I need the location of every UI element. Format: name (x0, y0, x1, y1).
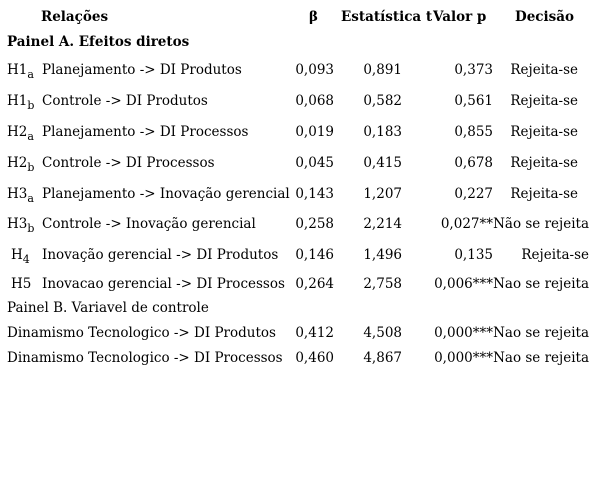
decision: Rejeita-se (510, 93, 578, 109)
p-value: 0,855 (454, 124, 493, 140)
hypothesis-code: H5 (11, 276, 32, 292)
beta-value: 0,412 (295, 325, 334, 341)
header-relacoes: Relações (41, 9, 109, 25)
t-value: 0,415 (363, 155, 402, 171)
header-valor-p: Valor p (433, 9, 487, 25)
p-value: 0,000*** (434, 350, 493, 366)
t-value: 0,582 (363, 93, 402, 109)
beta-value: 0,019 (295, 124, 334, 140)
beta-value: 0,093 (295, 62, 334, 78)
p-value: 0,227 (454, 186, 493, 202)
relation: Dinamismo Tecnologico -> DI Produtos (7, 325, 276, 341)
t-value: 1,496 (363, 247, 402, 263)
hypothesis-code: H3b (7, 216, 35, 235)
hypothesis-code: H3a (7, 186, 34, 205)
decision: Não se rejeita (493, 216, 589, 232)
p-value: 0,373 (454, 62, 493, 78)
table-row: H3a Planejamento -> Inovação gerencial 0… (0, 186, 598, 206)
decision: Rejeita-se (510, 62, 578, 78)
beta-value: 0,460 (295, 350, 334, 366)
beta-value: 0,146 (295, 247, 334, 263)
t-value: 0,183 (363, 124, 402, 140)
header-beta: β (309, 9, 318, 25)
decision: Rejeita-se (510, 186, 578, 202)
decision: Nao se rejeita (493, 276, 589, 292)
hypothesis-code: H1a (7, 62, 34, 81)
relation: Controle -> DI Processos (42, 155, 215, 171)
table-row: Dinamismo Tecnologico -> DI Processos 0,… (0, 350, 598, 370)
relation: Inovação gerencial -> DI Produtos (42, 247, 279, 263)
decision: Rejeita-se (510, 155, 578, 171)
t-value: 0,891 (363, 62, 402, 78)
p-value: 0,561 (454, 93, 493, 109)
table-row: H1a Planejamento -> DI Produtos 0,093 0,… (0, 62, 598, 82)
hypothesis-code: H2b (7, 155, 35, 174)
hypothesis-code: H1b (7, 93, 35, 112)
relation: Planejamento -> Inovação gerencial (42, 186, 290, 202)
hypothesis-code: H4 (11, 247, 30, 266)
relation: Controle -> Inovação gerencial (42, 216, 256, 232)
table-row: H2b Controle -> DI Processos 0,045 0,415… (0, 155, 598, 175)
header-estatistica-t: Estatística t (341, 9, 433, 25)
beta-value: 0,068 (295, 93, 334, 109)
panel-a-title: Painel A. Efeitos diretos (7, 34, 190, 50)
t-value: 2,758 (363, 276, 402, 292)
relation: Controle -> DI Produtos (42, 93, 208, 109)
table-row: H5 Inovacao gerencial -> DI Processos 0,… (0, 276, 598, 296)
decision: Rejeita-se (521, 247, 589, 263)
relation: Inovacao gerencial -> DI Processos (42, 276, 285, 292)
relation: Planejamento -> DI Produtos (42, 62, 242, 78)
hypothesis-code: H2a (7, 124, 34, 143)
decision: Rejeita-se (510, 124, 578, 140)
p-value: 0,135 (454, 247, 493, 263)
p-value: 0,678 (454, 155, 493, 171)
beta-value: 0,045 (295, 155, 334, 171)
decision: Nao se rejeita (493, 325, 589, 341)
decision: Nao se rejeita (493, 350, 589, 366)
relation: Planejamento -> DI Processos (42, 124, 249, 140)
header-decisao: Decisão (515, 9, 574, 25)
p-value: 0,006*** (434, 276, 493, 292)
p-value: 0,000*** (434, 325, 493, 341)
table-row: H2a Planejamento -> DI Processos 0,019 0… (0, 124, 598, 144)
t-value: 4,508 (363, 325, 402, 341)
table-row: Dinamismo Tecnologico -> DI Produtos 0,4… (0, 325, 598, 345)
beta-value: 0,258 (295, 216, 334, 232)
t-value: 4,867 (363, 350, 402, 366)
panel-b-title: Painel B. Variavel de controle (7, 300, 209, 316)
table-row: H1b Controle -> DI Produtos 0,068 0,582 … (0, 93, 598, 113)
beta-value: 0,264 (295, 276, 334, 292)
table-row: H4 Inovação gerencial -> DI Produtos 0,1… (0, 247, 598, 267)
t-value: 1,207 (363, 186, 402, 202)
t-value: 2,214 (363, 216, 402, 232)
p-value: 0,027** (440, 216, 493, 232)
table-row: H3b Controle -> Inovação gerencial 0,258… (0, 216, 598, 236)
relation: Dinamismo Tecnologico -> DI Processos (7, 350, 283, 366)
beta-value: 0,143 (295, 186, 334, 202)
